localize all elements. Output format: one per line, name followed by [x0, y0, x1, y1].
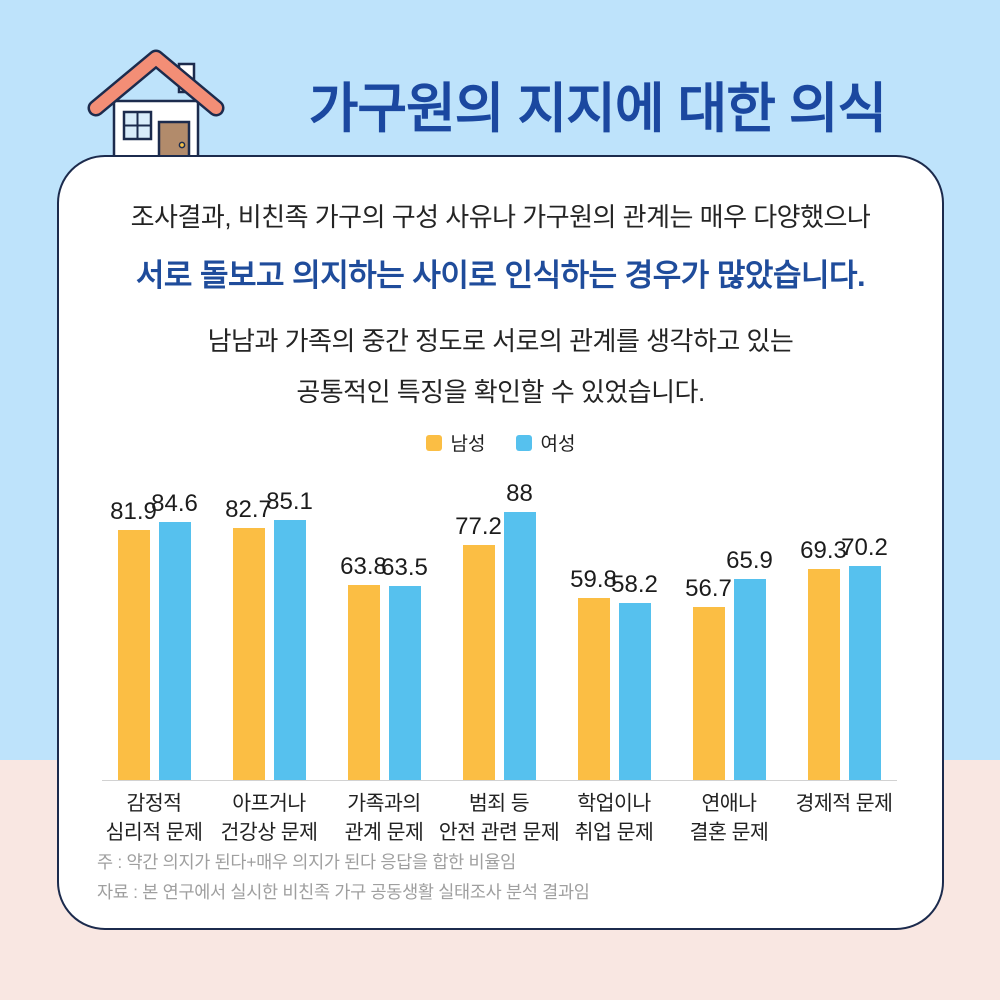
- bar-fill: [117, 530, 150, 780]
- bar-fill: [618, 602, 651, 780]
- bar-value-label: 82.7: [225, 495, 272, 523]
- house-icon: [87, 49, 225, 164]
- bar-female: 63.5: [381, 554, 428, 780]
- chart-legend: 남성 여성: [59, 429, 942, 456]
- house-window: [122, 110, 153, 141]
- bar-fill: [462, 544, 495, 780]
- bar-value-label: 84.6: [151, 489, 198, 517]
- bar-group: 63.8 63.5: [340, 553, 428, 780]
- bar-value-label: 77.2: [455, 512, 502, 540]
- bar-fill: [503, 511, 536, 780]
- bar-value-label: 58.2: [611, 570, 658, 598]
- legend-label-male: 남성: [450, 434, 486, 455]
- bar-male: 77.2: [455, 513, 502, 780]
- bar-value-label: 70.2: [841, 533, 888, 561]
- category-label: 감정적 심리적 문제: [105, 792, 204, 844]
- category-label: 범죄 등 안전 관련 문제: [438, 792, 560, 844]
- bar-male: 81.9: [110, 498, 157, 780]
- bar-group: 56.7 65.9: [685, 547, 773, 780]
- bar-chart: 81.9 84.6 82.7 85.1 63.8 63.5 77.2 88 59.8 58.2 56…: [102, 472, 897, 781]
- bar-value-label: 59.8: [570, 565, 617, 593]
- category-label: 학업이나 취업 문제: [574, 792, 654, 844]
- category-labels: 감정적 심리적 문제 아프거나 건강상 문제 가족과의 관계 문제 범죄 등 안전 관련 문제…: [102, 790, 897, 850]
- bar-fill: [807, 568, 840, 780]
- category-label: 경제적 문제: [795, 792, 894, 815]
- bar-fill: [232, 527, 265, 780]
- bar-value-label: 69.3: [800, 536, 847, 564]
- legend-swatch-male: [425, 434, 442, 451]
- bar-group: 82.7 85.1: [225, 488, 313, 780]
- bar-value-label: 88: [506, 479, 533, 507]
- bar-female: 65.9: [726, 547, 773, 780]
- legend-item-female: 여성: [515, 429, 576, 456]
- bar-value-label: 85.1: [266, 488, 313, 516]
- bar-female: 84.6: [151, 490, 198, 780]
- bar-fill: [347, 585, 380, 780]
- bar-male: 69.3: [800, 537, 847, 780]
- bar-value-label: 63.8: [340, 553, 387, 581]
- bar-group: 77.2 88: [455, 480, 536, 780]
- bar-fill: [158, 521, 191, 780]
- bar-female: 85.1: [266, 488, 313, 780]
- bar-value-label: 65.9: [726, 547, 773, 575]
- bar-value-label: 63.5: [381, 554, 428, 582]
- category-label: 연애나 결혼 문제: [689, 792, 769, 844]
- content-card: 조사결과, 비친족 가구의 구성 사유나 가구원의 관계는 매우 다양했으나 서…: [57, 155, 944, 930]
- bar-fill: [577, 597, 610, 780]
- footnote-1: 주 : 약간 의지가 된다+매우 의지가 된다 응답을 합한 비율임: [97, 852, 516, 872]
- bar-fill: [733, 579, 766, 780]
- bar-fill: [692, 607, 725, 780]
- house-roof: [90, 52, 222, 114]
- intro-line-4: 공통적인 특징을 확인할 수 있었습니다.: [296, 377, 705, 407]
- intro-text: 조사결과, 비친족 가구의 구성 사유나 가구원의 관계는 매우 다양했으나 서…: [59, 157, 942, 409]
- bar-male: 59.8: [570, 566, 617, 780]
- bar-value-label: 81.9: [110, 498, 157, 526]
- bar-fill: [848, 565, 881, 780]
- category-label: 아프거나 건강상 문제: [220, 792, 319, 844]
- bar-group: 81.9 84.6: [110, 490, 198, 780]
- intro-line-2-highlight: 서로 돌보고 의지하는 사이로 인식하는 경우가 많았습니다.: [135, 258, 866, 293]
- bar-female: 70.2: [841, 534, 888, 780]
- footnotes: 주 : 약간 의지가 된다+매우 의지가 된다 응답을 합한 비율임 자료 : …: [97, 847, 590, 907]
- bar-female: 58.2: [611, 571, 658, 780]
- bar-group: 59.8 58.2: [570, 566, 658, 780]
- intro-line-3: 남남과 가족의 중간 정도로 서로의 관계를 생각하고 있는: [207, 326, 794, 356]
- bar-female: 88: [503, 480, 536, 780]
- bar-fill: [273, 520, 306, 780]
- bar-value-label: 56.7: [685, 575, 732, 603]
- bar-male: 82.7: [225, 496, 272, 780]
- bar-male: 56.7: [685, 575, 732, 780]
- legend-item-male: 남성: [425, 429, 486, 456]
- bar-group: 69.3 70.2: [800, 534, 888, 780]
- intro-line-1: 조사결과, 비친족 가구의 구성 사유나 가구원의 관계는 매우 다양했으나: [130, 202, 871, 232]
- category-label: 가족과의 관계 문제: [344, 792, 424, 844]
- legend-label-female: 여성: [540, 434, 576, 455]
- page-title: 가구원의 지지에 대한 의식: [308, 78, 888, 139]
- bar-male: 63.8: [340, 553, 387, 780]
- legend-swatch-female: [515, 434, 532, 451]
- footnote-2: 자료 : 본 연구에서 실시한 비친족 가구 공동생활 실태조사 분석 결과임: [97, 882, 590, 903]
- bar-fill: [388, 586, 421, 780]
